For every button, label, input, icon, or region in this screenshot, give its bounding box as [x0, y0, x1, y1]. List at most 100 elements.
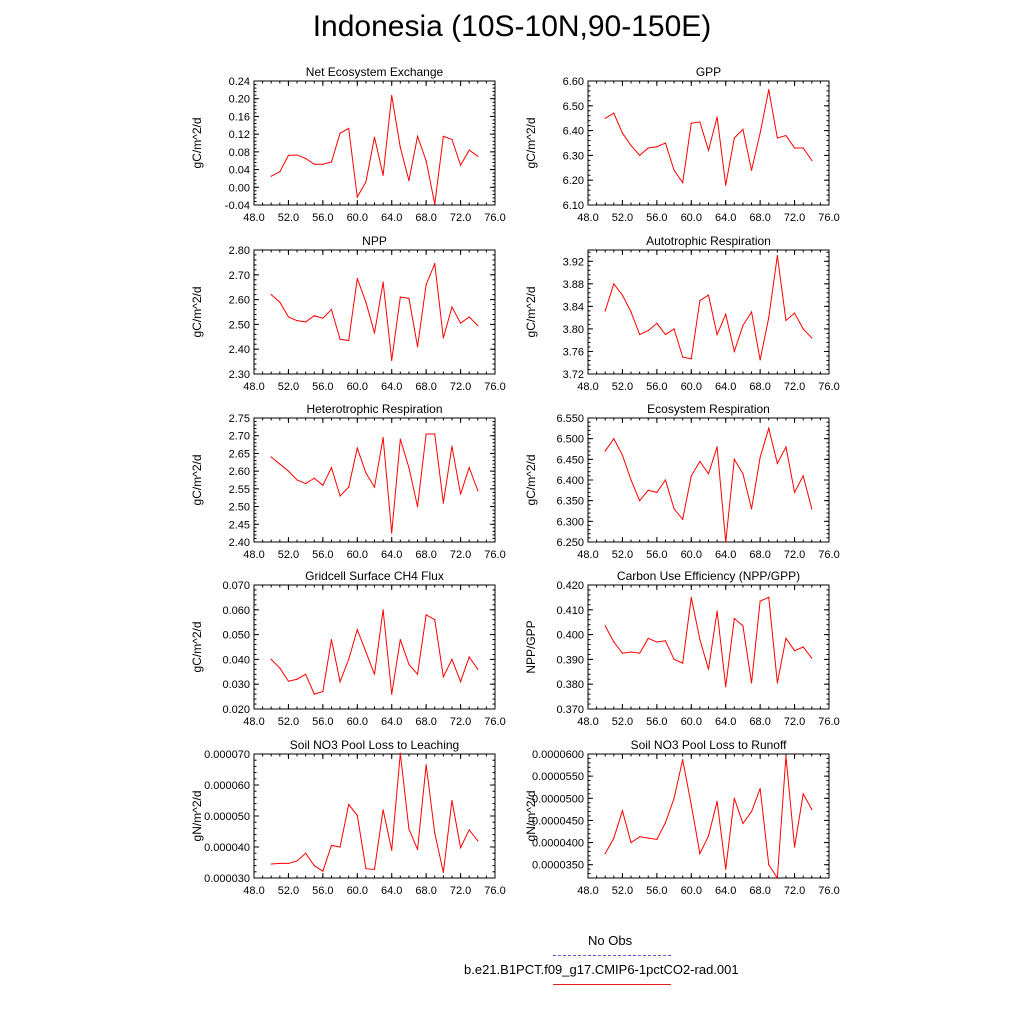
y-tick-label: 0.400: [556, 630, 584, 642]
y-tick-label: 0.420: [556, 580, 584, 592]
data-point: [811, 337, 813, 339]
y-tick-label: 0.0000350: [532, 860, 584, 872]
data-point: [802, 328, 804, 330]
data-point: [656, 146, 658, 148]
data-point: [305, 157, 307, 160]
data-point: [270, 294, 272, 296]
data-point: [391, 359, 393, 361]
x-tick-label: 52.0: [278, 549, 299, 561]
x-tick-label: 48.0: [577, 885, 598, 897]
data-point: [356, 277, 358, 280]
data-point: [639, 154, 641, 156]
data-point: [750, 169, 753, 171]
x-tick-label: 72.0: [450, 549, 471, 561]
plot-frame: [587, 249, 830, 375]
y-tick-label: 6.550: [556, 413, 584, 425]
data-point: [716, 446, 718, 448]
data-point: [459, 164, 462, 166]
data-point: [477, 668, 479, 670]
y-axis-label: gC/m^2/d: [190, 455, 204, 506]
data-point: [287, 470, 290, 472]
data-point: [459, 322, 462, 324]
data-point: [742, 128, 744, 130]
y-tick-label: 2.70: [229, 431, 250, 443]
data-point: [733, 137, 735, 139]
data-point: [673, 169, 675, 171]
x-tick-label: 56.0: [312, 381, 333, 393]
data-point: [382, 436, 384, 439]
x-tick-label: 64.0: [715, 885, 736, 897]
data-point: [673, 658, 675, 661]
x-tick-label: 48.0: [243, 885, 264, 897]
data-point: [468, 656, 470, 658]
data-point: [664, 142, 667, 144]
x-tick-label: 56.0: [646, 549, 667, 561]
y-tick-label: 0.020: [222, 704, 250, 716]
data-point: [330, 638, 333, 641]
data-point: [682, 518, 684, 520]
y-axis-label: gN/m^2/d: [524, 791, 538, 842]
chart-panel-9: Soil NO3 Pool Loss to Runoff gN/m^2/d 48.0…: [524, 738, 840, 897]
data-point: [459, 847, 462, 849]
x-tick-label: 60.0: [347, 716, 368, 728]
y-tick-label: 0.000050: [204, 811, 250, 823]
data-point: [613, 112, 615, 114]
data-point: [270, 863, 272, 865]
plot-frame: [253, 753, 496, 879]
data-point: [750, 682, 753, 684]
data-point: [365, 472, 367, 474]
data-point: [690, 804, 692, 806]
data-point: [339, 495, 341, 497]
data-point: [785, 319, 787, 322]
series-line-0: [270, 263, 479, 361]
y-tick-label: 0.050: [222, 630, 250, 642]
x-tick-label: 76.0: [484, 212, 505, 224]
x-tick-label: 68.0: [749, 212, 770, 224]
data-point: [373, 136, 376, 138]
data-point: [425, 614, 427, 616]
data-point: [279, 862, 281, 865]
data-point: [322, 317, 324, 319]
data-point: [750, 508, 753, 510]
data-point: [725, 868, 727, 870]
data-point: [313, 693, 315, 695]
data-point: [348, 127, 350, 129]
data-point: [639, 836, 641, 838]
y-tick-label: 0.0000550: [532, 771, 584, 783]
y-tick-label: 0.08: [229, 147, 250, 159]
data-point: [416, 848, 419, 851]
plot-frame: [587, 417, 830, 543]
data-point: [408, 663, 410, 665]
data-point: [604, 450, 606, 452]
data-point: [707, 294, 710, 296]
x-tick-label: 68.0: [749, 716, 770, 728]
data-point: [768, 317, 770, 319]
y-tick-label: 0.0000600: [532, 749, 584, 761]
data-point: [682, 662, 684, 664]
data-point: [313, 477, 315, 479]
data-point: [477, 155, 479, 157]
data-point: [725, 184, 727, 186]
y-tick-label: 0.000030: [204, 873, 250, 885]
y-tick-label: 3.88: [563, 279, 584, 291]
x-tick-label: 72.0: [450, 716, 471, 728]
x-tick-label: 64.0: [715, 549, 736, 561]
data-point: [399, 438, 401, 440]
data-point: [287, 316, 290, 318]
panel-title: Ecosystem Respiration: [647, 402, 770, 416]
data-point: [776, 255, 778, 257]
series-line-0: [604, 426, 813, 543]
data-point: [621, 454, 624, 456]
data-point: [733, 617, 735, 620]
y-tick-label: 0.060: [222, 605, 250, 617]
data-point: [416, 505, 419, 508]
data-point: [639, 500, 641, 502]
x-tick-label: 60.0: [347, 212, 368, 224]
data-point: [365, 868, 367, 870]
y-tick-label: 6.400: [556, 475, 584, 487]
x-tick-label: 48.0: [243, 381, 264, 393]
data-point: [305, 482, 307, 485]
x-tick-label: 68.0: [415, 716, 436, 728]
data-point: [725, 541, 727, 543]
data-point: [793, 650, 796, 652]
